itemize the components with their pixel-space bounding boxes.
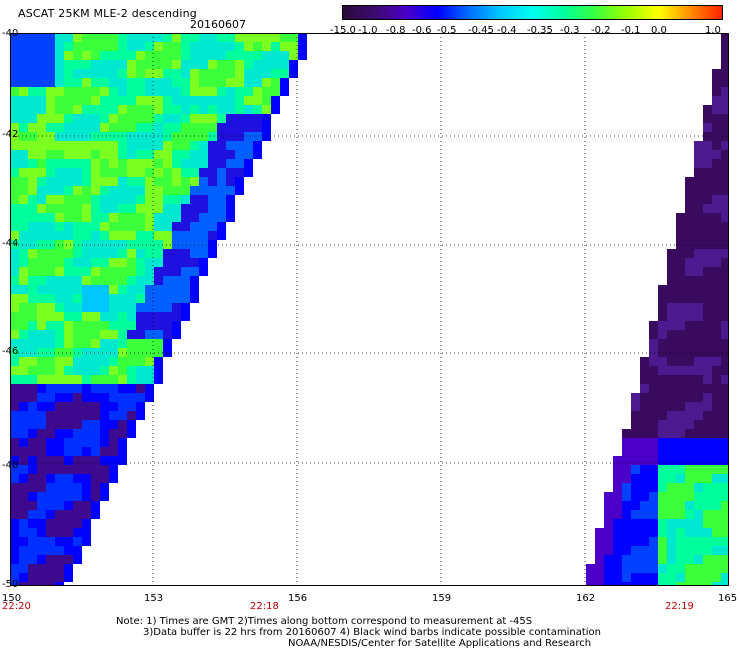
- colorbar-tick-label: -0.8: [386, 25, 406, 36]
- colorbar-tick-label: -0.45: [468, 25, 494, 36]
- map-plot: [10, 33, 729, 586]
- lon-label: 165: [718, 593, 738, 604]
- lon-label: 162: [576, 593, 596, 604]
- colorbar-tick-label: -0.35: [527, 25, 553, 36]
- colorbar-tick-label: 1.0: [705, 25, 721, 36]
- note-line-3: NOAA/NESDIS/Center for Satellite Applica…: [288, 638, 592, 649]
- colorbar-gradient: [343, 6, 722, 19]
- note-line-1: Note: 1) Times are GMT 2)Times along bot…: [116, 616, 533, 627]
- colorbar-tick-label: -0.3: [560, 25, 580, 36]
- map-grid: [10, 33, 729, 586]
- colorbar-tick-label: -0.5: [437, 25, 457, 36]
- swath-left: [10, 33, 307, 586]
- swath-right: [586, 33, 729, 586]
- lat-label: -42: [2, 129, 19, 140]
- colorbar-tick-label: -0.4: [497, 25, 517, 36]
- colorbar-tick-label: 0.0: [651, 25, 667, 36]
- time-label: 22:19: [665, 601, 694, 612]
- lat-label: -48: [2, 460, 19, 471]
- lat-label: -46: [2, 346, 19, 357]
- colorbar-tick-label: -15.0: [330, 25, 356, 36]
- colorbar-tick-label: -0.2: [591, 25, 611, 36]
- lon-label: 156: [288, 593, 308, 604]
- time-label: 22:18: [250, 601, 279, 612]
- colorbar: [342, 5, 723, 20]
- lon-label: 159: [432, 593, 452, 604]
- lon-label: 153: [144, 593, 164, 604]
- colorbar-tick-label: -0.1: [621, 25, 641, 36]
- map-title: ASCAT 25KM MLE-2 descending: [18, 7, 197, 20]
- colorbar-tick-label: -1.0: [358, 25, 378, 36]
- lat-label: -50: [2, 579, 19, 590]
- lat-label: -44: [2, 238, 19, 249]
- lat-label: -40: [2, 28, 19, 39]
- colorbar-tick-label: -0.6: [412, 25, 432, 36]
- note-line-2: 3)Data buffer is 22 hrs from 20160607 4)…: [143, 627, 601, 638]
- lon-label: 150: [2, 593, 22, 604]
- time-label: 22:20: [2, 601, 31, 612]
- map-date: 20160607: [190, 18, 246, 31]
